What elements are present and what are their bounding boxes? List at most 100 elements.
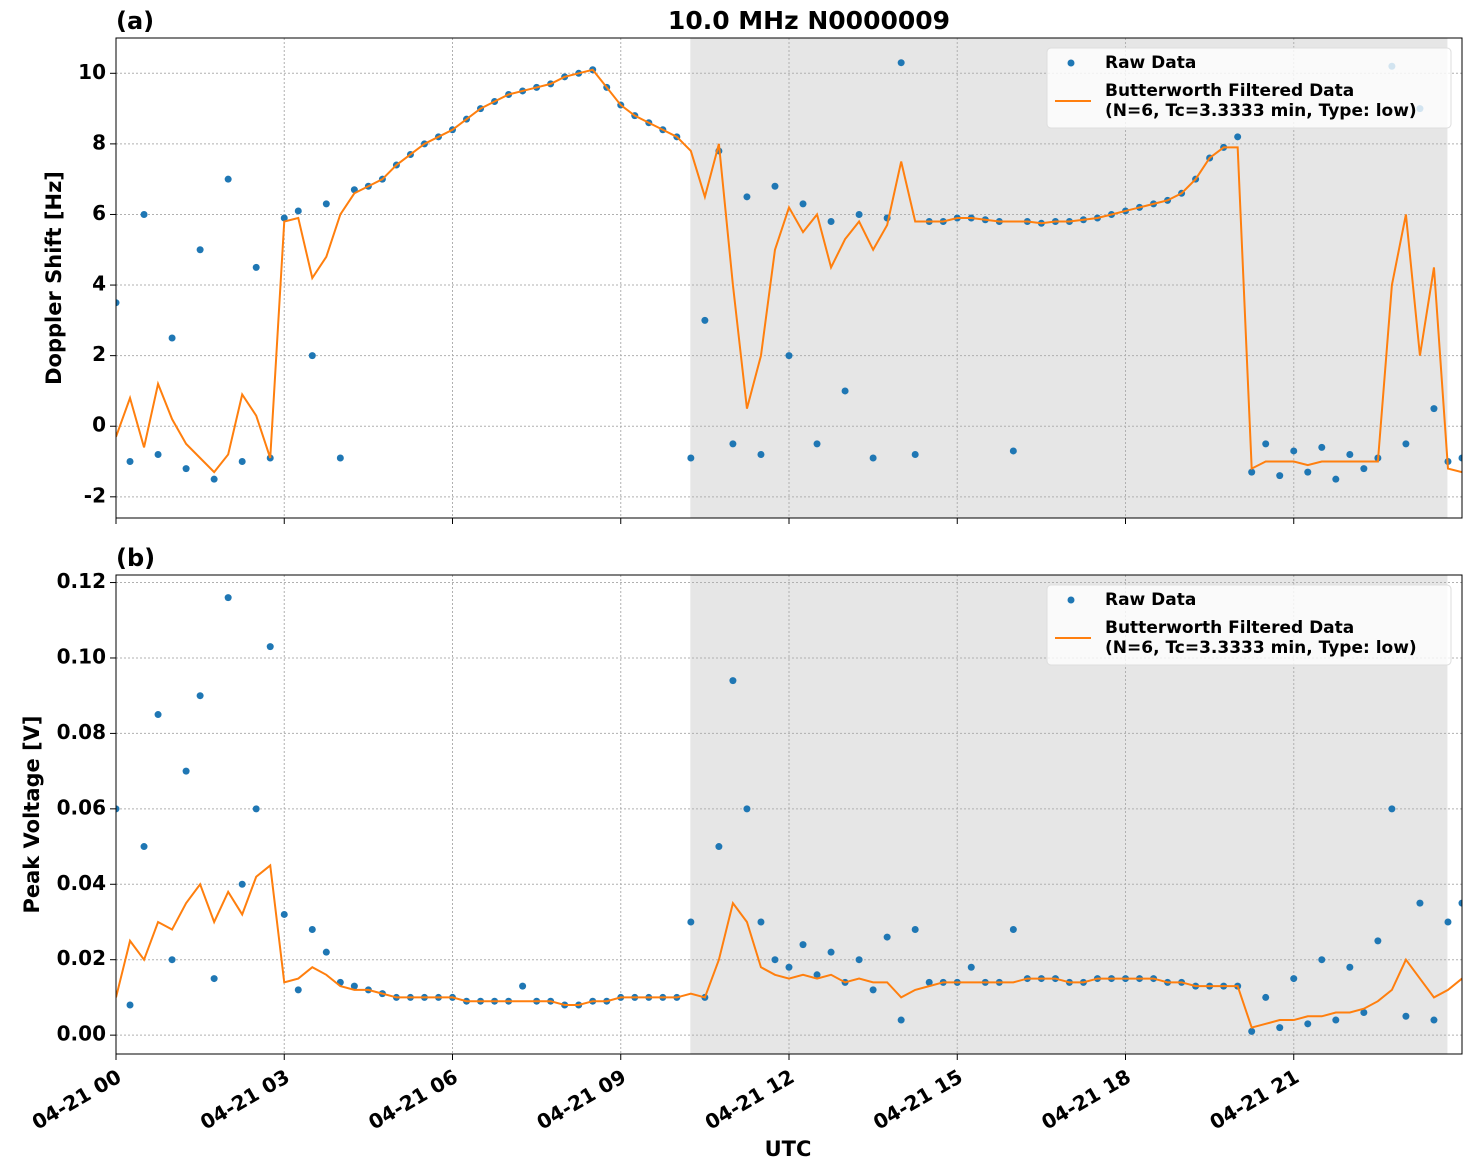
raw-point: [1444, 918, 1452, 926]
raw-point: [1290, 975, 1298, 983]
raw-point: [785, 352, 793, 360]
raw-point: [1430, 1016, 1438, 1024]
plot-area: [116, 594, 1462, 1035]
y-tick-label: 0.00: [57, 1022, 106, 1046]
legend: Raw Data Butterworth Filtered Data (N=6, T…: [1046, 47, 1452, 129]
raw-point: [116, 805, 120, 813]
y-tick-label: 2: [92, 342, 106, 366]
raw-point: [1248, 1027, 1256, 1035]
raw-point: [813, 971, 821, 979]
raw-point: [1360, 1009, 1368, 1017]
legend: Raw Data Butterworth Filtered Data (N=6, T…: [1046, 584, 1452, 666]
axes-frame: [115, 37, 1463, 519]
raw-point: [519, 982, 527, 990]
y-tick-label: 4: [92, 272, 106, 296]
y-axis-label: Peak Voltage [V]: [20, 715, 44, 913]
raw-point: [1332, 1016, 1340, 1024]
raw-point: [252, 263, 260, 271]
raw-point: [308, 926, 316, 934]
raw-point: [1290, 447, 1298, 455]
raw-point: [322, 948, 330, 956]
legend-label: Butterworth Filtered Data (N=6, Tc=3.3333…: [1105, 81, 1417, 121]
x-tick-label: 04-21 18: [1037, 1064, 1135, 1134]
x-tick-label: 04-21 21: [1205, 1064, 1303, 1134]
raw-point: [911, 450, 919, 458]
raw-point: [1276, 472, 1284, 480]
raw-point: [126, 1001, 134, 1009]
panel-label: (a): [116, 7, 154, 35]
raw-point: [1458, 899, 1462, 907]
raw-point: [1402, 1012, 1410, 1020]
y-axis-label: Doppler Shift [Hz]: [42, 171, 66, 385]
raw-point: [1430, 405, 1438, 413]
raw-point: [715, 843, 723, 851]
raw-point: [771, 182, 779, 190]
raw-point: [154, 711, 162, 719]
raw-point: [1262, 993, 1270, 1001]
legend-box: [1046, 47, 1452, 129]
raw-point: [140, 843, 148, 851]
raw-point: [196, 246, 204, 254]
raw-point: [687, 918, 695, 926]
raw-point: [168, 956, 176, 964]
raw-point: [1416, 899, 1424, 907]
raw-point: [1318, 443, 1326, 451]
plot-area: [116, 59, 1462, 483]
raw-point: [1248, 468, 1256, 476]
raw-point: [1262, 440, 1270, 448]
y-tick-label: -2: [84, 483, 106, 507]
chart-title: 10.0 MHz N0000009: [668, 6, 950, 35]
raw-point: [967, 963, 975, 971]
raw-point: [687, 454, 695, 462]
raw-point: [126, 458, 134, 466]
x-tick-label: 04-21 09: [532, 1064, 630, 1134]
raw-point: [897, 1016, 905, 1024]
raw-point: [1346, 450, 1354, 458]
y-tick-label: 8: [92, 130, 106, 154]
raw-point: [743, 805, 751, 813]
x-tick-label: 04-21 12: [701, 1064, 799, 1134]
raw-point: [841, 387, 849, 395]
legend-label: Butterworth Filtered Data (N=6, Tc=3.3333…: [1105, 618, 1417, 658]
raw-point: [294, 986, 302, 994]
legend-marker: [1067, 596, 1075, 604]
raw-point: [869, 986, 877, 994]
raw-point: [224, 594, 232, 602]
raw-point: [827, 218, 835, 226]
raw-point: [238, 880, 246, 888]
raw-point: [322, 200, 330, 208]
y-tick-label: 0.02: [57, 946, 106, 970]
legend-label: Raw Data: [1105, 53, 1196, 73]
x-axis-label: UTC: [765, 1137, 812, 1161]
y-tick-label: 0: [92, 413, 106, 437]
x-tick-label: 04-21 03: [196, 1064, 294, 1134]
x-tick-label: 04-21 15: [869, 1064, 967, 1134]
raw-point: [280, 214, 288, 222]
filtered-line: [116, 863, 1462, 1029]
raw-point: [813, 440, 821, 448]
raw-point: [336, 454, 344, 462]
raw-point: [1318, 956, 1326, 964]
raw-point: [1374, 937, 1382, 945]
raw-point: [308, 352, 316, 360]
raw-point: [1304, 1020, 1312, 1028]
raw-point: [238, 458, 246, 466]
y-tick-label: 10: [78, 60, 106, 84]
raw-point: [1360, 465, 1368, 473]
raw-point: [785, 963, 793, 971]
raw-point: [210, 975, 218, 983]
raw-point: [855, 210, 863, 218]
legend-box: [1046, 584, 1452, 666]
raw-point: [1388, 805, 1396, 813]
panel-label: (b): [116, 544, 155, 572]
raw-point: [1402, 440, 1410, 448]
x-tick-label: 04-21 06: [364, 1064, 462, 1134]
x-tick-label: 04-21 00: [28, 1064, 126, 1134]
raw-point: [1234, 133, 1242, 141]
raw-point: [827, 948, 835, 956]
raw-point: [729, 440, 737, 448]
filtered-line: [116, 68, 1462, 474]
raw-point: [855, 956, 863, 964]
raw-point: [280, 910, 288, 918]
raw-point: [154, 450, 162, 458]
